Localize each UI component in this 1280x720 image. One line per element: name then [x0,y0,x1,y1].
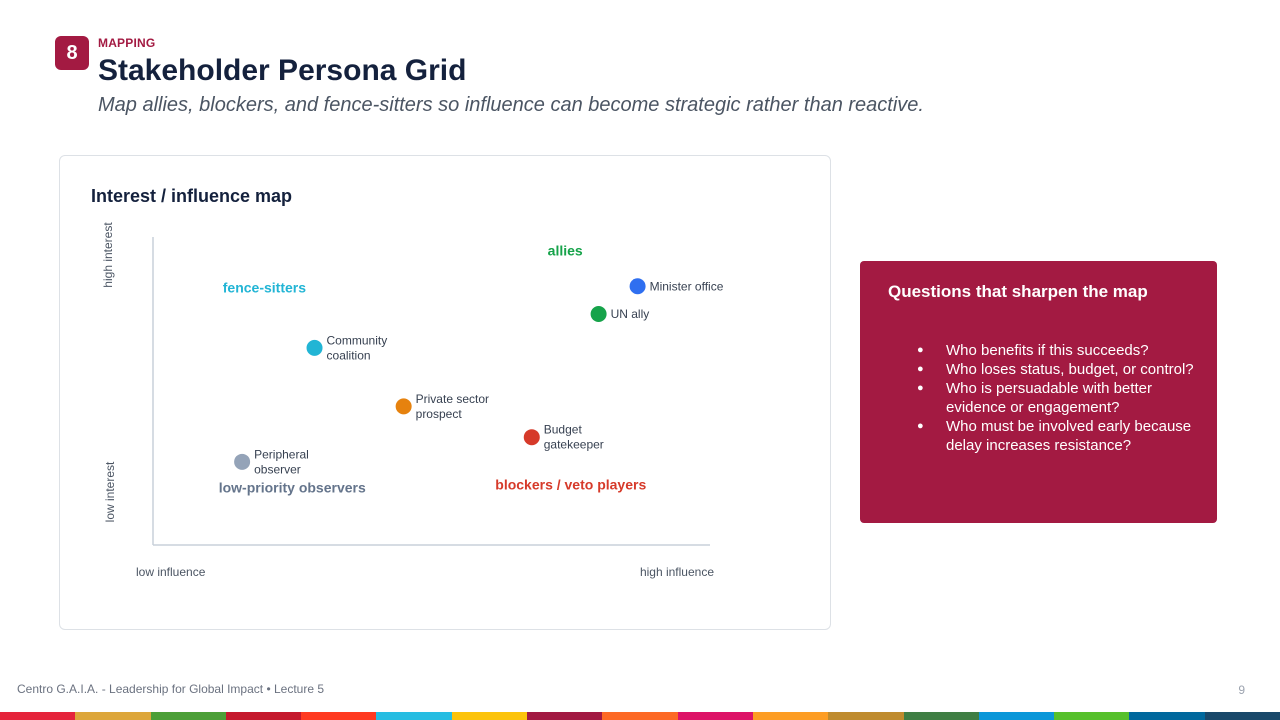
stripe-segment [225,712,302,720]
chart-card [59,155,831,630]
stripe-segment [978,712,1055,720]
question-item: Who benefits if this succeeds? [917,341,1197,360]
question-item: Who is persuadable with better evidence … [917,379,1197,417]
color-stripe [0,712,1280,720]
chart-title: Interest / influence map [91,186,293,206]
stripe-segment [301,712,377,720]
questions-panel: Questions that sharpen the map Who benef… [860,261,1217,523]
questions-title: Questions that sharpen the map [888,282,1148,301]
page-title: Stakeholder Persona Grid [98,54,467,87]
stripe-segment [677,712,753,720]
stripe-segment [602,712,678,720]
stripe-segment [828,712,904,720]
question-item: Who loses status, budget, or control? [917,360,1197,379]
stripe-segment [1204,712,1280,720]
stripe-segment [150,712,226,720]
stripe-segment [0,712,76,720]
stripe-segment [1129,712,1205,720]
footer-text: Centro G.A.I.A. - Leadership for Global … [17,682,325,696]
stripe-segment [376,712,452,720]
question-item: Who must be involved early because delay… [917,417,1197,455]
page-subtitle: Map allies, blockers, and fence-sitters … [98,94,924,116]
slide-number-badge: 8 [55,36,89,70]
section-eyebrow: MAPPING [98,36,156,50]
stripe-segment [903,712,979,720]
stripe-segment [75,712,151,720]
page-number: 9 [1238,683,1245,697]
stripe-segment [527,712,603,720]
stripe-segment [752,712,829,720]
stripe-segment [1054,712,1130,720]
stripe-segment [451,712,528,720]
questions-list: Who benefits if this succeeds? Who loses… [917,341,1197,455]
